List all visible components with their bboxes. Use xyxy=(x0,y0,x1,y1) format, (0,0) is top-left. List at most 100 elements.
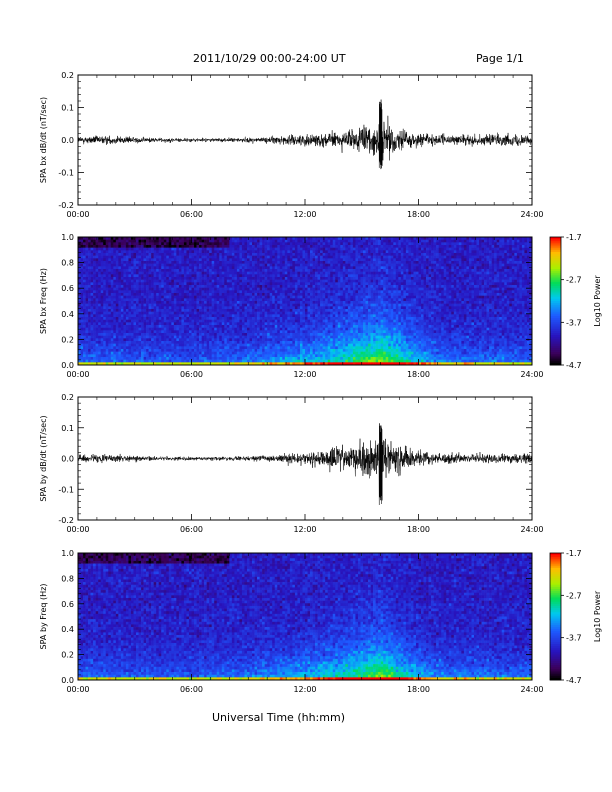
spectrogram-cell xyxy=(234,263,238,267)
spectrogram-cell xyxy=(146,359,149,363)
spectrogram-cell xyxy=(108,277,112,280)
spectrogram-cell xyxy=(158,333,162,336)
spectrogram-cell xyxy=(287,290,291,294)
spectrogram-cell xyxy=(284,309,288,312)
spectrogram-cell xyxy=(143,325,147,328)
spectrogram-cell xyxy=(146,346,149,350)
spectrogram-cell xyxy=(191,277,195,280)
spectrogram-cell xyxy=(262,303,265,307)
spectrogram-cell xyxy=(284,319,288,323)
spectrogram-cell xyxy=(191,349,195,352)
spectrogram-cell xyxy=(252,359,255,363)
spectrogram-cell xyxy=(138,285,142,288)
spectrogram-cell xyxy=(292,287,296,291)
spectrogram-cell xyxy=(236,247,240,251)
spectrogram-cell xyxy=(95,311,99,315)
spectrogram-cell xyxy=(234,341,238,344)
spectrogram-cell xyxy=(239,239,243,243)
spectrogram-cell xyxy=(332,314,336,318)
spectrogram-cell xyxy=(294,357,298,360)
spectrogram-cell xyxy=(299,277,303,280)
spectrogram-cell xyxy=(108,303,112,307)
spectrogram-cell xyxy=(103,269,107,272)
spectrogram-cell xyxy=(267,263,270,267)
spectrogram-cell xyxy=(257,303,260,307)
spectrogram-cell xyxy=(320,293,323,296)
spectrogram-cell xyxy=(214,287,218,291)
spectrogram-cell xyxy=(262,309,265,312)
spectrogram-cell xyxy=(252,330,255,334)
spectrogram-cell xyxy=(274,271,278,275)
spectrogram-cell xyxy=(141,301,144,304)
spectrogram-cell xyxy=(252,239,255,243)
spectrogram-cell xyxy=(310,357,313,360)
spectrogram-cell xyxy=(307,354,311,358)
spectrogram-cell xyxy=(120,287,124,291)
spectrogram-cell xyxy=(279,349,283,352)
spectrogram-cell xyxy=(325,237,328,240)
spectrogram-cell xyxy=(330,295,334,299)
spectrogram-cell xyxy=(272,237,276,240)
spectrogram-cell xyxy=(234,333,238,336)
spectrogram-cell xyxy=(292,266,296,270)
spectrogram-cell xyxy=(249,343,253,347)
spectrogram-cell xyxy=(254,295,258,299)
spectrogram-cell xyxy=(289,253,293,256)
spectrogram-cell xyxy=(221,327,225,331)
spectrogram-cell xyxy=(234,357,238,360)
spectrogram-cell xyxy=(194,309,197,312)
spectrogram-cell xyxy=(95,255,99,259)
spectrogram-cell xyxy=(83,303,86,307)
spectrogram-cell xyxy=(123,298,127,302)
spectrogram-cell xyxy=(259,279,263,283)
spectrogram-cell xyxy=(108,279,112,283)
spectrogram-cell xyxy=(249,309,253,312)
spectrogram-cell xyxy=(254,258,258,262)
spectrogram-cell xyxy=(257,285,260,288)
spectrogram-cell xyxy=(80,341,84,344)
spectrogram-cell xyxy=(297,282,301,286)
spectrogram-cell xyxy=(188,255,192,259)
spectrogram-cell xyxy=(113,309,117,312)
spectrogram-cell xyxy=(199,266,202,270)
spectrogram-cell xyxy=(88,242,91,246)
spectrogram-cell xyxy=(120,335,124,339)
spectrogram-cell xyxy=(168,317,172,320)
spectrogram-cell xyxy=(325,357,328,360)
spectrogram-cell xyxy=(206,309,210,312)
spectrogram-cell xyxy=(156,287,160,291)
spectrogram-cell xyxy=(312,274,316,278)
spectrogram-cell xyxy=(95,333,99,336)
spectrogram-cell xyxy=(110,319,114,323)
spectrogram-cell xyxy=(113,338,117,342)
spectrogram-cell xyxy=(204,269,207,272)
spectrogram-cell xyxy=(206,274,210,278)
spectrogram-cell xyxy=(254,253,258,256)
spectrogram-cell xyxy=(284,271,288,275)
spectrogram-cell xyxy=(128,349,132,352)
spectrogram-cell xyxy=(141,242,144,246)
spectrogram-cell xyxy=(143,327,147,331)
spectrogram-cell xyxy=(136,362,139,366)
spectrogram-cell xyxy=(244,327,248,331)
spectrogram-cell xyxy=(118,245,122,248)
spectrogram-cell xyxy=(143,293,147,296)
spectrogram-cell xyxy=(123,293,127,296)
spectrogram-cell xyxy=(128,351,132,355)
spectrogram-cell xyxy=(78,253,81,256)
spectrogram-cell xyxy=(310,325,313,328)
spectrogram-cell xyxy=(88,303,91,307)
spectrogram-cell xyxy=(211,306,215,310)
spectrogram-cell xyxy=(123,362,127,366)
spectrogram-cell xyxy=(327,325,331,328)
spectrogram-cell xyxy=(302,277,306,280)
spectrogram-cell xyxy=(272,306,276,310)
spectrogram-cell xyxy=(257,298,260,302)
spectrogram-cell xyxy=(252,303,255,307)
spectrogram-cell xyxy=(141,237,144,240)
spectrogram-cell xyxy=(176,341,180,344)
spectrogram-cell xyxy=(244,333,248,336)
spectrogram-cell xyxy=(78,242,81,246)
spectrogram-cell xyxy=(257,269,260,272)
spectrogram-cell xyxy=(262,293,265,296)
